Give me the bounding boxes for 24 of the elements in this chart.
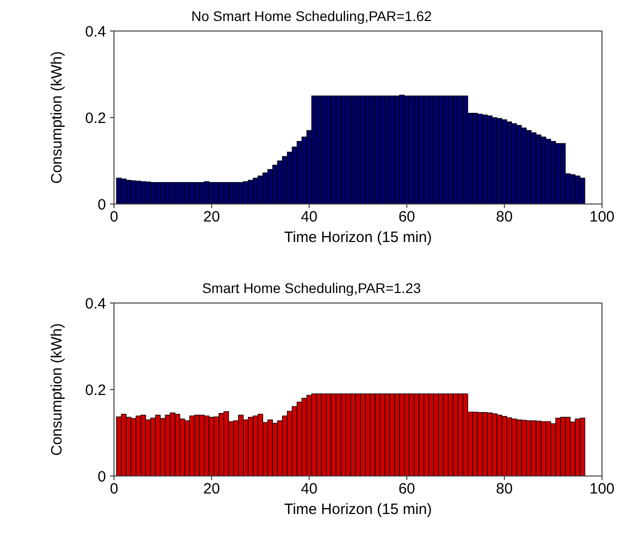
x-axis-title: Time Horizon (15 min) xyxy=(284,229,432,246)
chart-title: Smart Home Scheduling,PAR=1.23 xyxy=(201,280,422,296)
y-tick-label: 0.4 xyxy=(85,295,106,312)
x-tick-label: 100 xyxy=(589,208,615,226)
x-tick-label: 80 xyxy=(496,208,513,226)
x-tick-label: 40 xyxy=(300,208,318,226)
x-axis-title: Time Horizon (15 min) xyxy=(284,501,432,518)
y-tick-label: 0.2 xyxy=(85,382,106,399)
x-tick-label: 60 xyxy=(398,208,416,226)
x-tick-label: 0 xyxy=(110,480,118,498)
x-tick-label: 100 xyxy=(589,480,615,498)
x-tick-label: 60 xyxy=(398,480,416,498)
x-tick-label: 20 xyxy=(203,208,220,226)
y-tick-label: 0 xyxy=(98,468,106,486)
x-tick-label: 0 xyxy=(110,208,118,226)
y-tick-label: 0.2 xyxy=(85,110,106,127)
y-tick-label: 0.4 xyxy=(85,23,106,40)
x-tick-label: 80 xyxy=(496,480,513,498)
y-tick-label: 0 xyxy=(98,196,106,214)
y-axis-title: Consumption (kWh) xyxy=(48,323,66,456)
x-tick-label: 40 xyxy=(300,480,318,498)
x-tick-label: 20 xyxy=(203,480,220,498)
chart-title: No Smart Home Scheduling,PAR=1.62 xyxy=(190,8,433,24)
y-axis-title: Consumption (kWh) xyxy=(48,51,66,184)
